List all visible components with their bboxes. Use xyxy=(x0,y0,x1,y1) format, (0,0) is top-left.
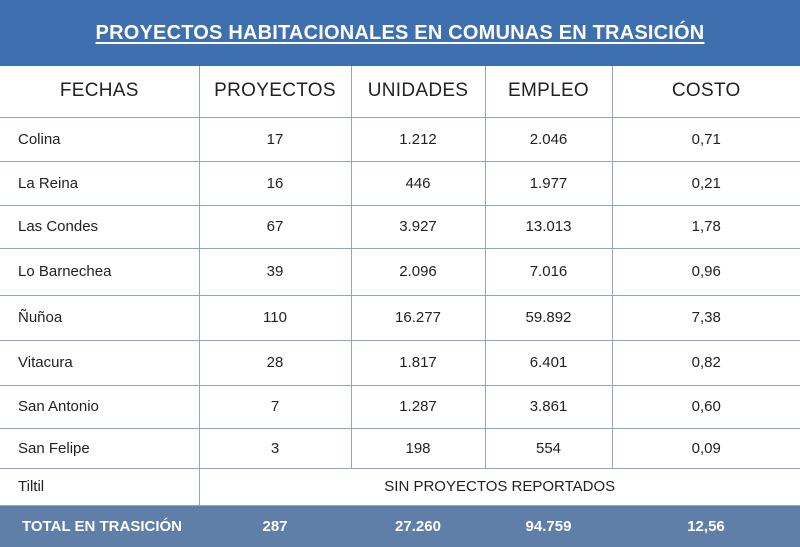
unidades-cell: 198 xyxy=(351,428,486,469)
unidades-cell: 2.096 xyxy=(351,248,486,296)
comuna-cell: Lo Barnechea xyxy=(0,248,200,296)
comuna-cell: Ñuñoa xyxy=(0,295,200,341)
no-projects-note: SIN PROYECTOS REPORTADOS xyxy=(199,468,800,506)
table-row: San Felipe 3 198 554 0,09 xyxy=(0,428,800,469)
col-header-unidades: UNIDADES xyxy=(351,66,486,118)
proyectos-cell: 39 xyxy=(199,248,352,296)
empleo-cell: 1.977 xyxy=(485,161,613,206)
costo-cell: 0,09 xyxy=(612,428,800,469)
costo-cell: 0,60 xyxy=(612,385,800,429)
col-header-empleo: EMPLEO xyxy=(485,66,613,118)
col-header-proyectos: PROYECTOS xyxy=(199,66,352,118)
col-header-costo: COSTO xyxy=(612,66,800,118)
proyectos-cell: 7 xyxy=(199,385,352,429)
total-label: TOTAL EN TRASICIÓN xyxy=(0,505,199,547)
empleo-cell: 6.401 xyxy=(485,340,613,386)
costo-cell: 0,71 xyxy=(612,117,800,162)
header-row: FECHAS PROYECTOS UNIDADES EMPLEO COSTO xyxy=(0,66,800,118)
comuna-cell: Colina xyxy=(0,117,200,162)
comuna-cell: La Reina xyxy=(0,161,200,206)
table-title: PROYECTOS HABITACIONALES EN COMUNAS EN T… xyxy=(95,21,705,44)
costo-cell: 0,82 xyxy=(612,340,800,386)
title-bar: PROYECTOS HABITACIONALES EN COMUNAS EN T… xyxy=(0,0,800,66)
comuna-cell: Las Condes xyxy=(0,205,200,249)
comuna-cell: Vitacura xyxy=(0,340,200,386)
total-row: TOTAL EN TRASICIÓN 287 27.260 94.759 12,… xyxy=(0,505,800,547)
costo-cell: 7,38 xyxy=(612,295,800,341)
empleo-cell: 7.016 xyxy=(485,248,613,296)
col-header-fechas: FECHAS xyxy=(0,66,200,118)
proyectos-cell: 110 xyxy=(199,295,352,341)
empleo-cell: 13.013 xyxy=(485,205,613,249)
housing-projects-table: FECHAS PROYECTOS UNIDADES EMPLEO COSTO C… xyxy=(0,66,800,547)
proyectos-cell: 67 xyxy=(199,205,352,249)
total-empleo: 94.759 xyxy=(485,505,612,547)
comuna-cell: Tiltil xyxy=(0,468,200,506)
proyectos-cell: 16 xyxy=(199,161,352,206)
empleo-cell: 554 xyxy=(485,428,613,469)
table-row: Colina 17 1.212 2.046 0,71 xyxy=(0,117,800,162)
proyectos-cell: 28 xyxy=(199,340,352,386)
table-row: Vitacura 28 1.817 6.401 0,82 xyxy=(0,340,800,386)
comuna-cell: San Antonio xyxy=(0,385,200,429)
costo-cell: 0,96 xyxy=(612,248,800,296)
total-costo: 12,56 xyxy=(612,505,800,547)
unidades-cell: 1.212 xyxy=(351,117,486,162)
unidades-cell: 1.817 xyxy=(351,340,486,386)
table-row-no-projects: Tiltil SIN PROYECTOS REPORTADOS xyxy=(0,468,800,506)
unidades-cell: 1.287 xyxy=(351,385,486,429)
empleo-cell: 59.892 xyxy=(485,295,613,341)
table-row: Lo Barnechea 39 2.096 7.016 0,96 xyxy=(0,248,800,296)
unidades-cell: 16.277 xyxy=(351,295,486,341)
comuna-cell: San Felipe xyxy=(0,428,200,469)
table-row: La Reina 16 446 1.977 0,21 xyxy=(0,161,800,206)
total-unidades: 27.260 xyxy=(351,505,485,547)
total-proyectos: 287 xyxy=(199,505,351,547)
costo-cell: 0,21 xyxy=(612,161,800,206)
unidades-cell: 3.927 xyxy=(351,205,486,249)
empleo-cell: 3.861 xyxy=(485,385,613,429)
table-row: San Antonio 7 1.287 3.861 0,60 xyxy=(0,385,800,429)
table-row: Las Condes 67 3.927 13.013 1,78 xyxy=(0,205,800,249)
table-row: Ñuñoa 110 16.277 59.892 7,38 xyxy=(0,295,800,341)
proyectos-cell: 17 xyxy=(199,117,352,162)
empleo-cell: 2.046 xyxy=(485,117,613,162)
proyectos-cell: 3 xyxy=(199,428,352,469)
unidades-cell: 446 xyxy=(351,161,486,206)
costo-cell: 1,78 xyxy=(612,205,800,249)
